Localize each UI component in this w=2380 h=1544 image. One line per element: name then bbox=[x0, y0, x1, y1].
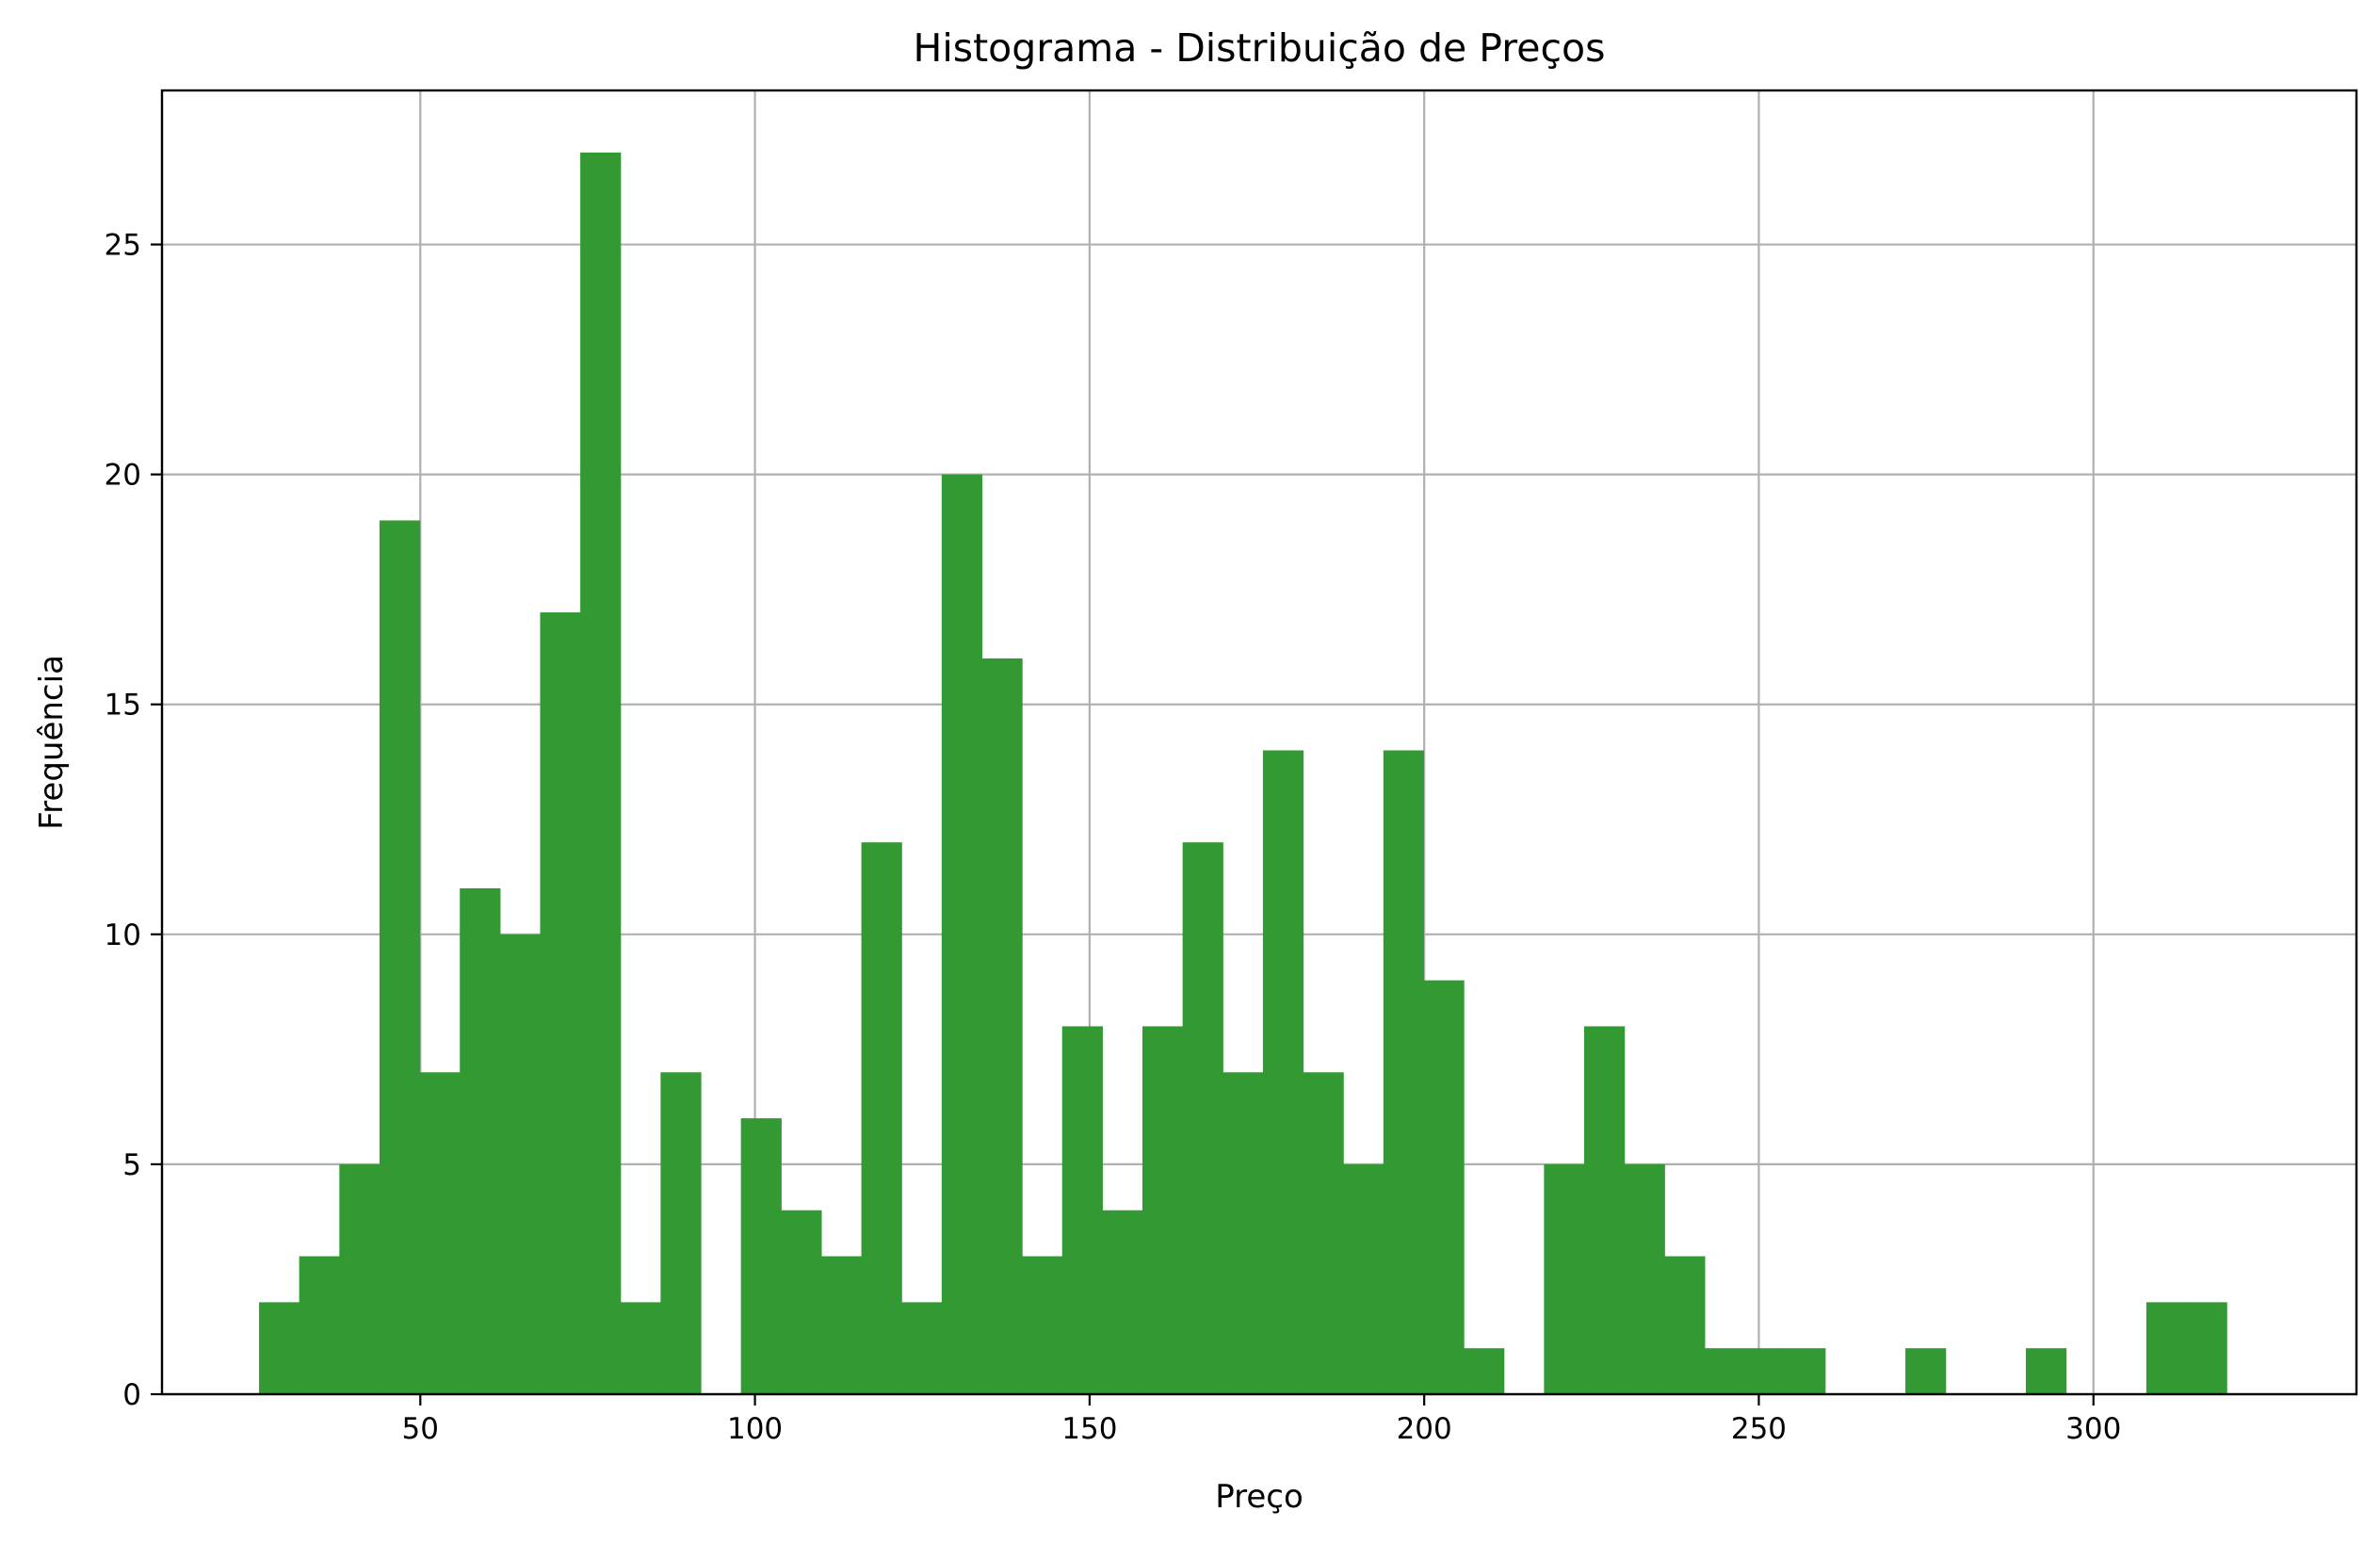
x-tick-label: 50 bbox=[402, 1412, 439, 1446]
histogram-bar bbox=[259, 1302, 300, 1394]
histogram-bar bbox=[299, 1256, 340, 1394]
histogram-bar bbox=[861, 842, 902, 1394]
histogram-bar bbox=[540, 612, 581, 1394]
bars-layer bbox=[259, 152, 2227, 1394]
histogram-bar bbox=[1383, 750, 1425, 1394]
y-axis-label: Frequência bbox=[33, 655, 71, 830]
histogram-bar bbox=[781, 1210, 822, 1394]
histogram-bar bbox=[660, 1072, 702, 1394]
histogram-bar bbox=[820, 1256, 863, 1394]
histogram-bar bbox=[1142, 1026, 1184, 1394]
histogram-bar bbox=[1905, 1348, 1947, 1394]
histogram-bar bbox=[2186, 1302, 2227, 1394]
histogram-bar bbox=[901, 1302, 943, 1394]
histogram-bar bbox=[499, 934, 542, 1394]
histogram-bar bbox=[1744, 1348, 1786, 1394]
x-axis-label: Preço bbox=[1215, 1478, 1303, 1516]
histogram-bar bbox=[1785, 1348, 1826, 1394]
y-tick-label: 0 bbox=[122, 1378, 141, 1412]
histogram-bar bbox=[419, 1072, 461, 1394]
histogram-bar bbox=[1704, 1348, 1746, 1394]
histogram-bar bbox=[460, 887, 501, 1394]
y-tick-label: 20 bbox=[105, 459, 141, 493]
histogram-bar bbox=[1423, 980, 1465, 1394]
chart-title: Histograma - Distribuição de Preços bbox=[914, 25, 1606, 71]
histogram-bar bbox=[740, 1118, 782, 1394]
histogram-bar bbox=[1102, 1210, 1143, 1394]
histogram-bar bbox=[1343, 1163, 1384, 1394]
plot-frame bbox=[160, 89, 2358, 1396]
y-tick-label: 5 bbox=[122, 1148, 141, 1182]
histogram-bar bbox=[1262, 750, 1304, 1394]
x-tick-label: 200 bbox=[1397, 1412, 1452, 1446]
histogram-bar bbox=[1303, 1072, 1344, 1394]
y-tick-label: 25 bbox=[105, 229, 141, 263]
histogram-bar bbox=[941, 474, 983, 1394]
y-tick-label: 15 bbox=[105, 689, 141, 723]
histogram-bar bbox=[1664, 1256, 1706, 1394]
histogram-bar bbox=[1022, 1256, 1063, 1394]
histogram-bar bbox=[981, 658, 1023, 1394]
histogram-bar bbox=[2145, 1302, 2188, 1394]
x-tick-label: 100 bbox=[727, 1412, 783, 1446]
histogram-bar bbox=[1583, 1026, 1626, 1394]
histogram-bar bbox=[580, 152, 622, 1394]
histogram-bar bbox=[379, 520, 421, 1394]
x-tick-label: 150 bbox=[1061, 1412, 1117, 1446]
histogram-bar bbox=[2025, 1348, 2067, 1394]
histogram-bar bbox=[1182, 842, 1223, 1394]
histogram-bar bbox=[1464, 1348, 1505, 1394]
ticks-layer: 50 100 150 200 250 300 0 5 10 15 20 25 bbox=[105, 229, 2122, 1446]
x-tick-label: 300 bbox=[2065, 1412, 2121, 1446]
x-tick-label: 250 bbox=[1731, 1412, 1787, 1446]
histogram-bar bbox=[339, 1163, 380, 1394]
histogram-bar bbox=[1544, 1163, 1585, 1394]
histogram-bar bbox=[620, 1302, 661, 1394]
histogram-bar bbox=[1624, 1163, 1665, 1394]
histogram-bar bbox=[1222, 1072, 1264, 1394]
histogram-bar bbox=[1061, 1026, 1103, 1394]
y-tick-label: 10 bbox=[105, 918, 141, 952]
